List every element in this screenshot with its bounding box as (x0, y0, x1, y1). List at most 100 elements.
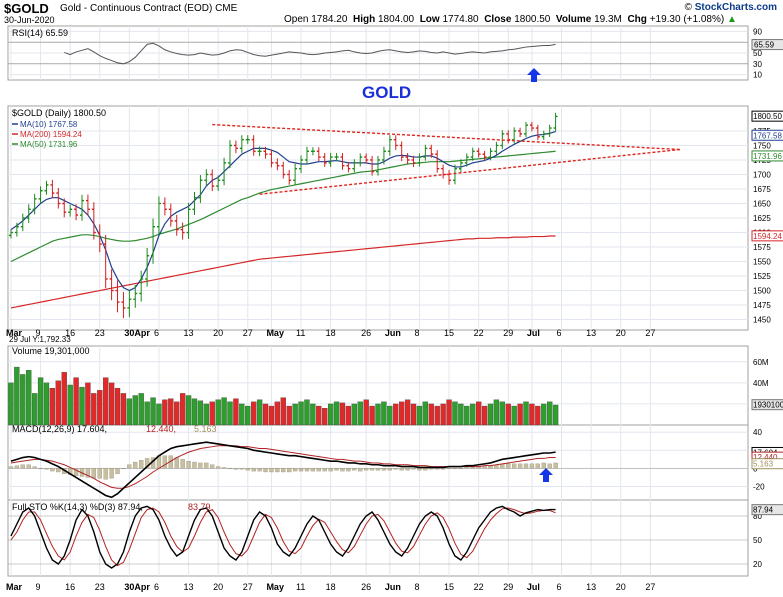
macd-histogram-bar (109, 468, 114, 479)
sto-panel (7, 499, 749, 577)
volume-bar (55, 380, 61, 426)
macd-histogram-bar (227, 468, 233, 470)
volume-bar (286, 405, 292, 426)
macd-histogram-bar (292, 468, 298, 472)
volume-bar (73, 377, 79, 426)
lower-trendline (259, 148, 680, 195)
volume-bar (333, 401, 340, 426)
symbol-description: Gold - Continuous Contract (EOD) CME (60, 3, 237, 14)
macd-histogram-bar (115, 468, 120, 474)
rsi-tick-label: 50 (753, 49, 762, 58)
volume-bar (20, 374, 26, 426)
volume-bar (381, 401, 387, 426)
x-axis-label: 6 (154, 328, 159, 338)
volume-label: Volume (555, 14, 592, 25)
macd-histogram-bar (393, 468, 398, 470)
macd-histogram-bar (56, 468, 61, 473)
current-price-label: 1800.50 (753, 112, 782, 121)
x-axis-label: Jul (527, 582, 540, 592)
x-axis-label: May (266, 582, 284, 592)
macd-histogram-bar (405, 468, 410, 471)
macd-histogram-bar (192, 461, 197, 469)
volume-bar (49, 387, 56, 426)
macd-up-arrow-icon (539, 468, 553, 482)
macd-histogram-bar (304, 468, 310, 472)
macd-histogram-bar (547, 463, 552, 469)
volume-bar (310, 403, 316, 426)
volume-bar (185, 395, 192, 426)
macd-value-box (751, 458, 783, 470)
x-axis-label: 15 (444, 328, 454, 338)
volume-bar (535, 405, 541, 426)
price-tick-label: 1625 (753, 214, 771, 223)
rsi-line (64, 42, 556, 65)
sto-tick-label: 20 (753, 560, 762, 569)
macd-histogram-bar (162, 455, 168, 469)
volume-bar (126, 398, 133, 426)
description-text: Gold - Continuous Contract (EOD) (60, 3, 213, 14)
macd-histogram-bar (411, 468, 416, 470)
volume-bar (493, 399, 500, 426)
volume-bar (262, 403, 269, 426)
volume-bar (375, 403, 381, 426)
low-value: 1774.80 (442, 14, 479, 25)
watermark-copyright: © (684, 2, 695, 13)
open-value: 1784.20 (311, 14, 348, 25)
volume-bar (529, 403, 535, 426)
macd-histogram-bar (535, 463, 540, 469)
volume-bar (387, 405, 393, 426)
volume-bar (108, 382, 115, 426)
macd-histogram-bar (298, 468, 304, 472)
macd-histogram-bar (334, 468, 339, 471)
x-axis-label: 27 (243, 328, 253, 338)
volume-bar (114, 387, 121, 426)
macd-histogram-bar (328, 468, 333, 472)
volume-bar (85, 382, 91, 426)
symbol-label[interactable]: $GOLD (4, 1, 49, 16)
open-label: Open (284, 14, 309, 25)
stockcharts-watermark[interactable]: © StockCharts.com (685, 2, 777, 13)
x-axis-label: 9 (36, 582, 41, 592)
rsi-value-box (751, 39, 783, 51)
ma10-line (10, 130, 556, 292)
volume-tick-label: 60M (753, 358, 769, 367)
x-axis-label: 18 (326, 328, 336, 338)
x-axis-label: Jul (527, 328, 540, 338)
macd-histogram-bar (85, 468, 91, 478)
macd-histogram-bar (20, 464, 25, 469)
macd-histogram-bar (275, 468, 280, 473)
volume-bar (304, 399, 310, 426)
ma-legend-label: MA(10) 1767.58 (20, 120, 78, 129)
macd-histogram-bar (340, 468, 345, 472)
volume-bar (399, 401, 405, 426)
volume-bar (233, 398, 239, 426)
chart-date: 30-Jun-2020 (4, 15, 55, 25)
price-tick-label: 1650 (753, 199, 771, 208)
volume-bar (14, 366, 20, 426)
x-axis-label: 30Apr (124, 582, 150, 592)
macd-histogram-bar (233, 468, 239, 470)
x-axis-label: 27 (243, 582, 253, 592)
volume-bar (351, 403, 357, 426)
volume-bar (410, 403, 417, 426)
volume-value: 19.3M (594, 14, 622, 25)
volume-bar (464, 405, 470, 426)
volume-bar (215, 399, 221, 426)
volume-value-box (751, 399, 783, 411)
ma50-line (10, 150, 556, 263)
volume-bar (97, 390, 103, 426)
close-label: Close (484, 14, 512, 25)
macd-line (10, 441, 556, 499)
volume-bar (150, 397, 156, 426)
macd-histogram-bar (50, 468, 55, 472)
macd-histogram-bar (180, 459, 185, 469)
macd-histogram-bar (38, 468, 43, 470)
volume-bar (274, 401, 281, 426)
volume-bar (61, 372, 67, 426)
macd-histogram-bar (482, 466, 487, 469)
volume-bar (156, 403, 162, 426)
x-axis-label: 27 (645, 582, 655, 592)
gold-annotation-label: GOLD (362, 83, 411, 102)
macd-histogram-bar (417, 468, 422, 471)
